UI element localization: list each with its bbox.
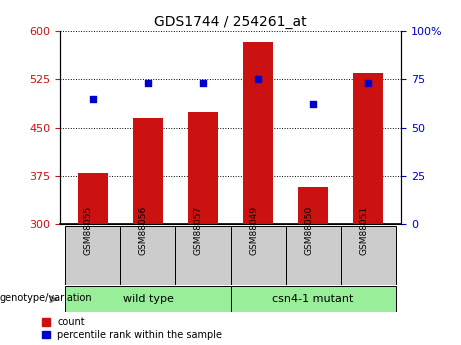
Bar	[230, 226, 285, 285]
Text: GSM88056: GSM88056	[139, 206, 148, 255]
Bar	[243, 42, 273, 224]
Text: GSM88055: GSM88055	[84, 206, 93, 255]
Point	[364, 80, 372, 86]
Text: wild type: wild type	[123, 294, 173, 304]
Bar	[298, 187, 328, 224]
Bar	[65, 226, 120, 285]
Bar	[65, 286, 230, 312]
Point	[144, 80, 152, 86]
Bar	[120, 226, 176, 285]
Point	[89, 96, 97, 101]
Bar	[133, 118, 163, 224]
Text: GSM88049: GSM88049	[249, 206, 258, 255]
Point	[199, 80, 207, 86]
Title: GDS1744 / 254261_at: GDS1744 / 254261_at	[154, 14, 307, 29]
Legend: count, percentile rank within the sample: count, percentile rank within the sample	[42, 317, 222, 340]
Bar	[341, 226, 396, 285]
Point	[309, 102, 317, 107]
Text: genotype/variation: genotype/variation	[0, 293, 93, 303]
Text: csn4-1 mutant: csn4-1 mutant	[272, 294, 354, 304]
Text: GSM88051: GSM88051	[359, 206, 368, 255]
Bar	[285, 226, 341, 285]
Bar	[188, 111, 218, 224]
Bar	[78, 173, 108, 224]
Bar	[353, 73, 383, 224]
Bar	[230, 286, 396, 312]
Point	[254, 77, 262, 82]
Bar	[176, 226, 230, 285]
Text: GSM88050: GSM88050	[304, 206, 313, 255]
Text: GSM88057: GSM88057	[194, 206, 203, 255]
